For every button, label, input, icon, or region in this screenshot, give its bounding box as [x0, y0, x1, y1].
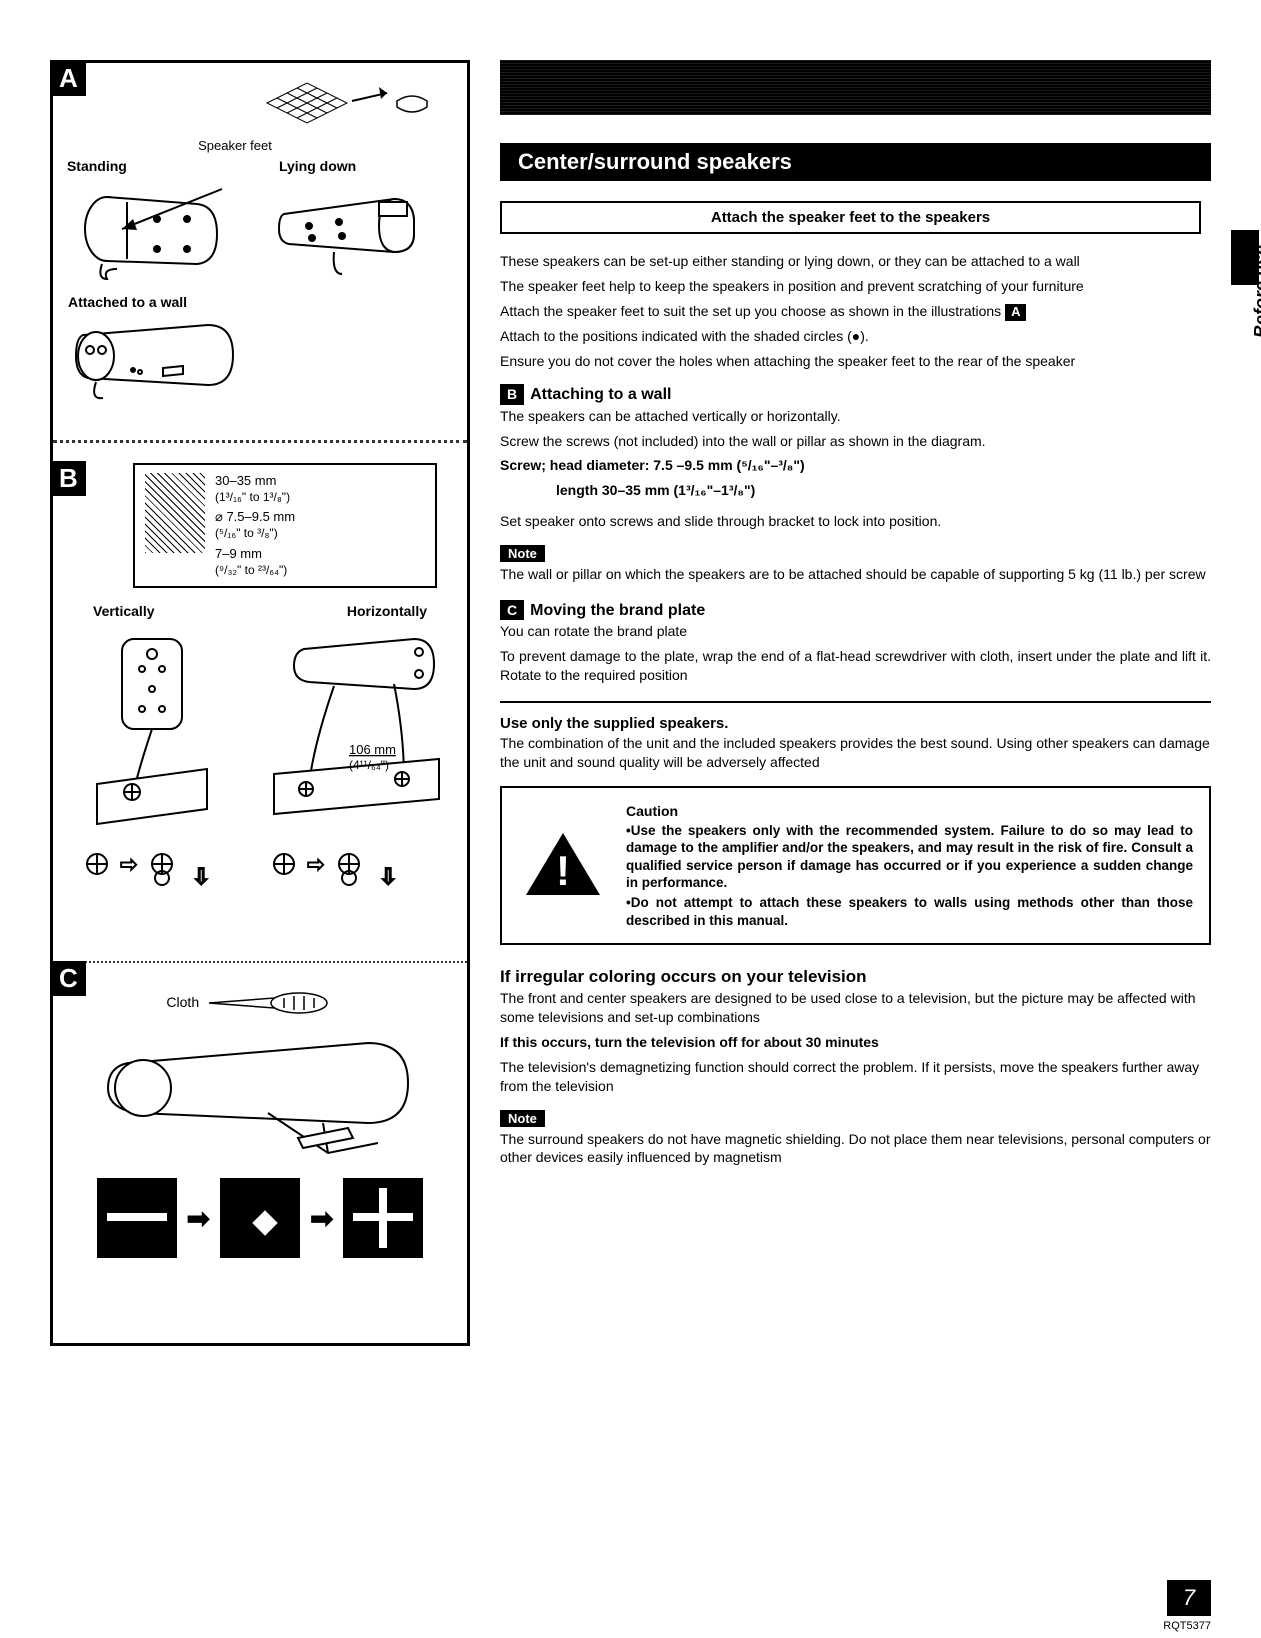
intro-p2: The speaker feet help to keep the speake…: [500, 277, 1211, 296]
note-label-1: Note: [500, 545, 545, 562]
wall-p2: Screw the screws (not included) into the…: [500, 432, 1211, 451]
caution-b1: •Use the speakers only with the recommen…: [626, 822, 1193, 892]
panel-b: B 30–35 mm (1³/₁₆" to 1³/₈") ⌀ 7.5–9.5 m…: [53, 463, 467, 963]
label-horizontally: Horizontally: [347, 603, 427, 619]
svg-text:➡: ➡: [120, 854, 137, 876]
heading-brand-plate: CMoving the brand plate: [500, 600, 1211, 620]
diagram-column: A: [50, 60, 470, 1346]
intro-p4: Attach to the positions indicated with t…: [500, 327, 1211, 346]
spec-30-35-in: (1³/₁₆" to 1³/₈"): [215, 490, 290, 504]
text-column: Before use Center/surround speakers Atta…: [500, 60, 1211, 1346]
bracket-slide-left: ➡ ⇩: [82, 849, 252, 909]
warning-icon: !: [518, 802, 608, 929]
panel-letter-a: A: [51, 61, 86, 96]
ref-box-c: C: [500, 600, 524, 620]
caution-box: ! Caution •Use the speakers only with th…: [500, 786, 1211, 945]
arrow-icon: ➡: [310, 1202, 333, 1235]
panel-a: A: [53, 63, 467, 443]
speaker-standing-svg: [67, 174, 237, 284]
spec-7-9-in: (⁹/₃₂" to ²³/₆₄"): [215, 563, 287, 577]
label-standing: Standing: [67, 158, 256, 174]
wall-p5: Set speaker onto screws and slide throug…: [500, 512, 1211, 531]
spec-diameter: ⌀ 7.5–9.5 mm: [215, 509, 295, 524]
svg-text:⇩: ⇩: [379, 864, 397, 889]
intro-p1: These speakers can be set-up either stan…: [500, 252, 1211, 271]
plate-diamond: [220, 1178, 300, 1258]
page-number: 7: [1167, 1580, 1211, 1616]
label-attached-wall: Attached to a wall: [68, 294, 452, 310]
panel-c: C Cloth: [53, 963, 467, 1343]
ref-box-a: A: [1005, 304, 1026, 321]
heading-attaching-wall: BAttaching to a wall: [500, 384, 1211, 404]
wall-vertical-svg: [67, 634, 247, 844]
spec-30-35: 30–35 mm: [215, 473, 276, 488]
caution-b2: •Do not attempt to attach these speakers…: [626, 894, 1193, 929]
tv-p2: If this occurs, turn the television off …: [500, 1033, 1211, 1052]
side-section-label: Before use: [1251, 245, 1261, 338]
arrow-icon: ➡: [187, 1202, 210, 1235]
useonly-p1: The combination of the unit and the incl…: [500, 734, 1211, 772]
screw-spec-box: 30–35 mm (1³/₁₆" to 1³/₈") ⌀ 7.5–9.5 mm …: [133, 463, 437, 588]
plate-p2: To prevent damage to the plate, wrap the…: [500, 647, 1211, 685]
document-code: RQT5377: [1163, 1620, 1211, 1632]
label-cloth: Cloth: [166, 994, 199, 1010]
wall-horizontal-svg: 106 mm (4¹¹/₆₄"): [254, 634, 454, 844]
plate-vertical: [343, 1178, 423, 1258]
panel-letter-b: B: [51, 461, 86, 496]
intro-p5: Ensure you do not cover the holes when a…: [500, 352, 1211, 371]
wall-hatch: [145, 473, 205, 553]
screwdriver-svg: [204, 988, 354, 1018]
wall-note: The wall or pillar on which the speakers…: [500, 565, 1211, 584]
svg-text:⇩: ⇩: [192, 864, 210, 889]
bracket-slide-right: ➡ ⇩: [269, 849, 439, 909]
plate-horizontal: [97, 1178, 177, 1258]
speaker-wall-svg: [68, 310, 248, 405]
dim-106mm: 106 mm: [349, 742, 396, 757]
sub-title-box: Attach the speaker feet to the speakers: [500, 201, 1201, 234]
tv-p1: The front and center speakers are design…: [500, 989, 1211, 1027]
ref-box-b: B: [500, 384, 524, 404]
label-vertically: Vertically: [93, 603, 155, 619]
top-decorative-bar: [500, 60, 1211, 115]
plate-p1: You can rotate the brand plate: [500, 622, 1211, 641]
spec-diameter-in: (⁵/₁₆" to ³/₈"): [215, 526, 278, 540]
brand-plate-sequence: ➡ ➡: [68, 1168, 452, 1278]
wall-p1: The speakers can be attached vertically …: [500, 407, 1211, 426]
wall-p3: Screw; head diameter: 7.5 –9.5 mm (⁵/₁₆"…: [500, 456, 1211, 475]
dim-106mm-in: (4¹¹/₆₄"): [349, 758, 389, 772]
spec-7-9: 7–9 mm: [215, 546, 262, 561]
heading-tv-color: If irregular coloring occurs on your tel…: [500, 967, 1211, 987]
intro-p3: Attach the speaker feet to suit the set …: [500, 302, 1211, 321]
intro-block: These speakers can be set-up either stan…: [500, 252, 1211, 370]
speaker-feet-diagram: [257, 73, 447, 133]
svg-text:➡: ➡: [307, 854, 324, 876]
label-speaker-feet: Speaker feet: [53, 138, 417, 153]
tv-p3: The television's demagnetizing function …: [500, 1058, 1211, 1096]
note-label-2: Note: [500, 1110, 545, 1127]
speaker-lying-svg: [264, 174, 434, 284]
wall-p4: length 30–35 mm (1³/₁₆"–1³/₈"): [500, 481, 1211, 500]
tv-note: The surround speakers do not have magnet…: [500, 1130, 1211, 1168]
section-title: Center/surround speakers: [500, 143, 1211, 181]
label-lying-down: Lying down: [279, 158, 453, 174]
caution-title: Caution: [626, 802, 1193, 820]
panel-letter-c: C: [51, 961, 86, 996]
svg-text:!: !: [556, 847, 570, 894]
heading-use-only: Use only the supplied speakers.: [500, 715, 1211, 732]
speaker-plate-svg: [68, 1023, 448, 1163]
divider: [500, 701, 1211, 703]
